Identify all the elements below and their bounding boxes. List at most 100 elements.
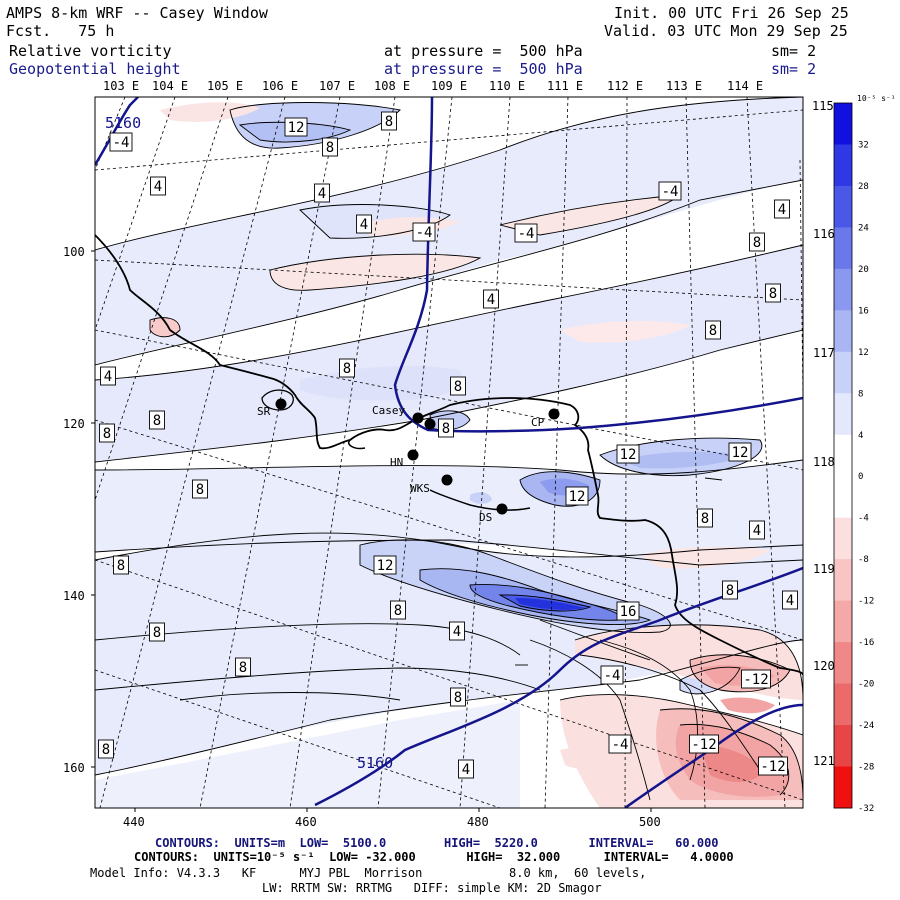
contour-label: 8 — [726, 583, 734, 599]
contour-label: -4 — [612, 737, 629, 753]
contour-label: 8 — [239, 660, 247, 676]
contour-label: 4 — [318, 186, 326, 202]
contour-label-box — [322, 137, 338, 157]
contour-label-box — [113, 555, 129, 575]
contour-label: -12 — [691, 737, 716, 753]
contour-label-box — [565, 486, 589, 506]
colorbar-label: -20 — [858, 680, 874, 690]
contour-label-box — [235, 657, 251, 677]
plot-frame — [94, 96, 804, 809]
contour-label: 8 — [769, 286, 777, 302]
contour-label: 4 — [786, 593, 794, 609]
station-dot[interactable] — [275, 398, 287, 410]
station-dot[interactable] — [548, 408, 560, 420]
contour-label-box — [728, 442, 752, 462]
height-label: 5160 — [105, 114, 141, 132]
contour-label-box — [658, 181, 682, 201]
field2-level: at pressure = 500 hPa — [384, 60, 583, 78]
x-tick-label: 440 — [123, 815, 145, 829]
colorbar-label: -32 — [858, 804, 874, 814]
contour-label: -4 — [113, 135, 130, 151]
model-info: Model Info: V4.3.3 KF MYJ PBL Morrison 8… — [90, 866, 647, 880]
contour-label-box — [749, 232, 765, 252]
contour-label-box — [600, 665, 624, 685]
station-dot[interactable] — [412, 412, 424, 424]
colorbar-swatch — [834, 476, 852, 519]
colorbar-label: -28 — [858, 763, 874, 773]
colorbar-swatch — [834, 517, 852, 560]
contour-label-box — [450, 376, 466, 396]
contour-label-box — [412, 222, 436, 242]
contour-label: 8 — [196, 482, 204, 498]
lon-label: 114 E — [727, 79, 763, 93]
contour-label-box — [99, 423, 115, 443]
contour-label-box — [100, 366, 116, 386]
field2-name: Geopotential height — [9, 60, 181, 78]
contour-label: 8 — [753, 235, 761, 251]
colorbar-swatch — [834, 642, 852, 685]
contour-label-box — [149, 410, 165, 430]
colorbar-swatch — [834, 434, 852, 477]
station-dot[interactable] — [407, 449, 419, 461]
station-dot[interactable] — [441, 474, 453, 486]
vorticity-contours — [95, 97, 803, 801]
contour-label: -4 — [604, 668, 621, 684]
field1-name: Relative vorticity — [9, 42, 172, 60]
contour-label-box — [450, 687, 466, 707]
contour-label-box — [774, 199, 790, 219]
contour-label-box — [741, 669, 771, 689]
contour-label: 12 — [288, 120, 305, 136]
contour-label-box — [192, 479, 208, 499]
station-dot[interactable] — [496, 503, 508, 515]
contour-label-box — [449, 621, 465, 641]
contour-label: 8 — [394, 603, 402, 619]
y-tick-label: 140 — [63, 589, 85, 603]
lon-label: 107 E — [319, 79, 355, 93]
y-tick-label: 100 — [63, 245, 85, 259]
colorbar-swatch — [834, 310, 852, 353]
contour-label: 8 — [343, 361, 351, 377]
contour-label: 4 — [154, 179, 162, 195]
colorbar-label: 16 — [858, 306, 869, 316]
contour-label: 8 — [454, 690, 462, 706]
contour-label-box — [697, 508, 713, 528]
colorbar-label: 32 — [858, 140, 869, 150]
colorbar-label: -16 — [858, 638, 874, 648]
y-tick-label: 120 — [63, 417, 85, 431]
contour-label-box — [373, 555, 397, 575]
colorbar-label: 4 — [858, 431, 863, 441]
colorbar-label: 8 — [858, 389, 863, 399]
top-longitude-labels: 103 E 104 E 105 E 106 E 107 E 108 E 109 … — [103, 79, 763, 93]
lon-label: 113 E — [666, 79, 702, 93]
contour-label: -4 — [662, 184, 679, 200]
station-label: SR — [257, 405, 271, 418]
vorticity-shading — [95, 97, 803, 808]
lon-label: 110 E — [489, 79, 525, 93]
colorbar-swatch — [834, 766, 852, 809]
lon-label: 106 E — [262, 79, 298, 93]
y-tick-label: 160 — [63, 761, 85, 775]
colorbar-swatch — [834, 185, 852, 228]
contour-label-box — [514, 223, 538, 243]
colorbar-label: -4 — [858, 514, 869, 524]
contour-label-box — [109, 132, 133, 152]
contour-labels: 12 8 -4 8 4 4 -4 4 4 -4 -4 8 8 4 8 8 8 4 8 8 8 12 12 12 8 8 4 12 8 8 8… — [98, 111, 798, 779]
contour-label: 8 — [117, 558, 125, 574]
station-dot[interactable] — [424, 418, 436, 430]
axes: 440 460 480 500 100 120 140 160 — [63, 245, 661, 829]
contour-label-box — [356, 214, 372, 234]
contour-label-box — [705, 320, 721, 340]
contour-label: 12 — [569, 489, 586, 505]
contour-label: 12 — [732, 445, 749, 461]
colorbar-swatch — [834, 227, 852, 270]
contour-label: -4 — [518, 226, 535, 242]
valid-time: Valid. 03 UTC Mon 29 Sep 25 — [604, 22, 848, 40]
contour-label-box — [758, 756, 788, 776]
colorbar-label: 0 — [858, 472, 863, 482]
contour-label: 4 — [487, 292, 495, 308]
forecast-hour: Fcst. 75 h — [6, 22, 115, 40]
contour-label: 8 — [701, 511, 709, 527]
contour-label-box — [749, 520, 765, 540]
contour-label-box — [689, 734, 719, 754]
contour-label-box — [98, 739, 114, 759]
